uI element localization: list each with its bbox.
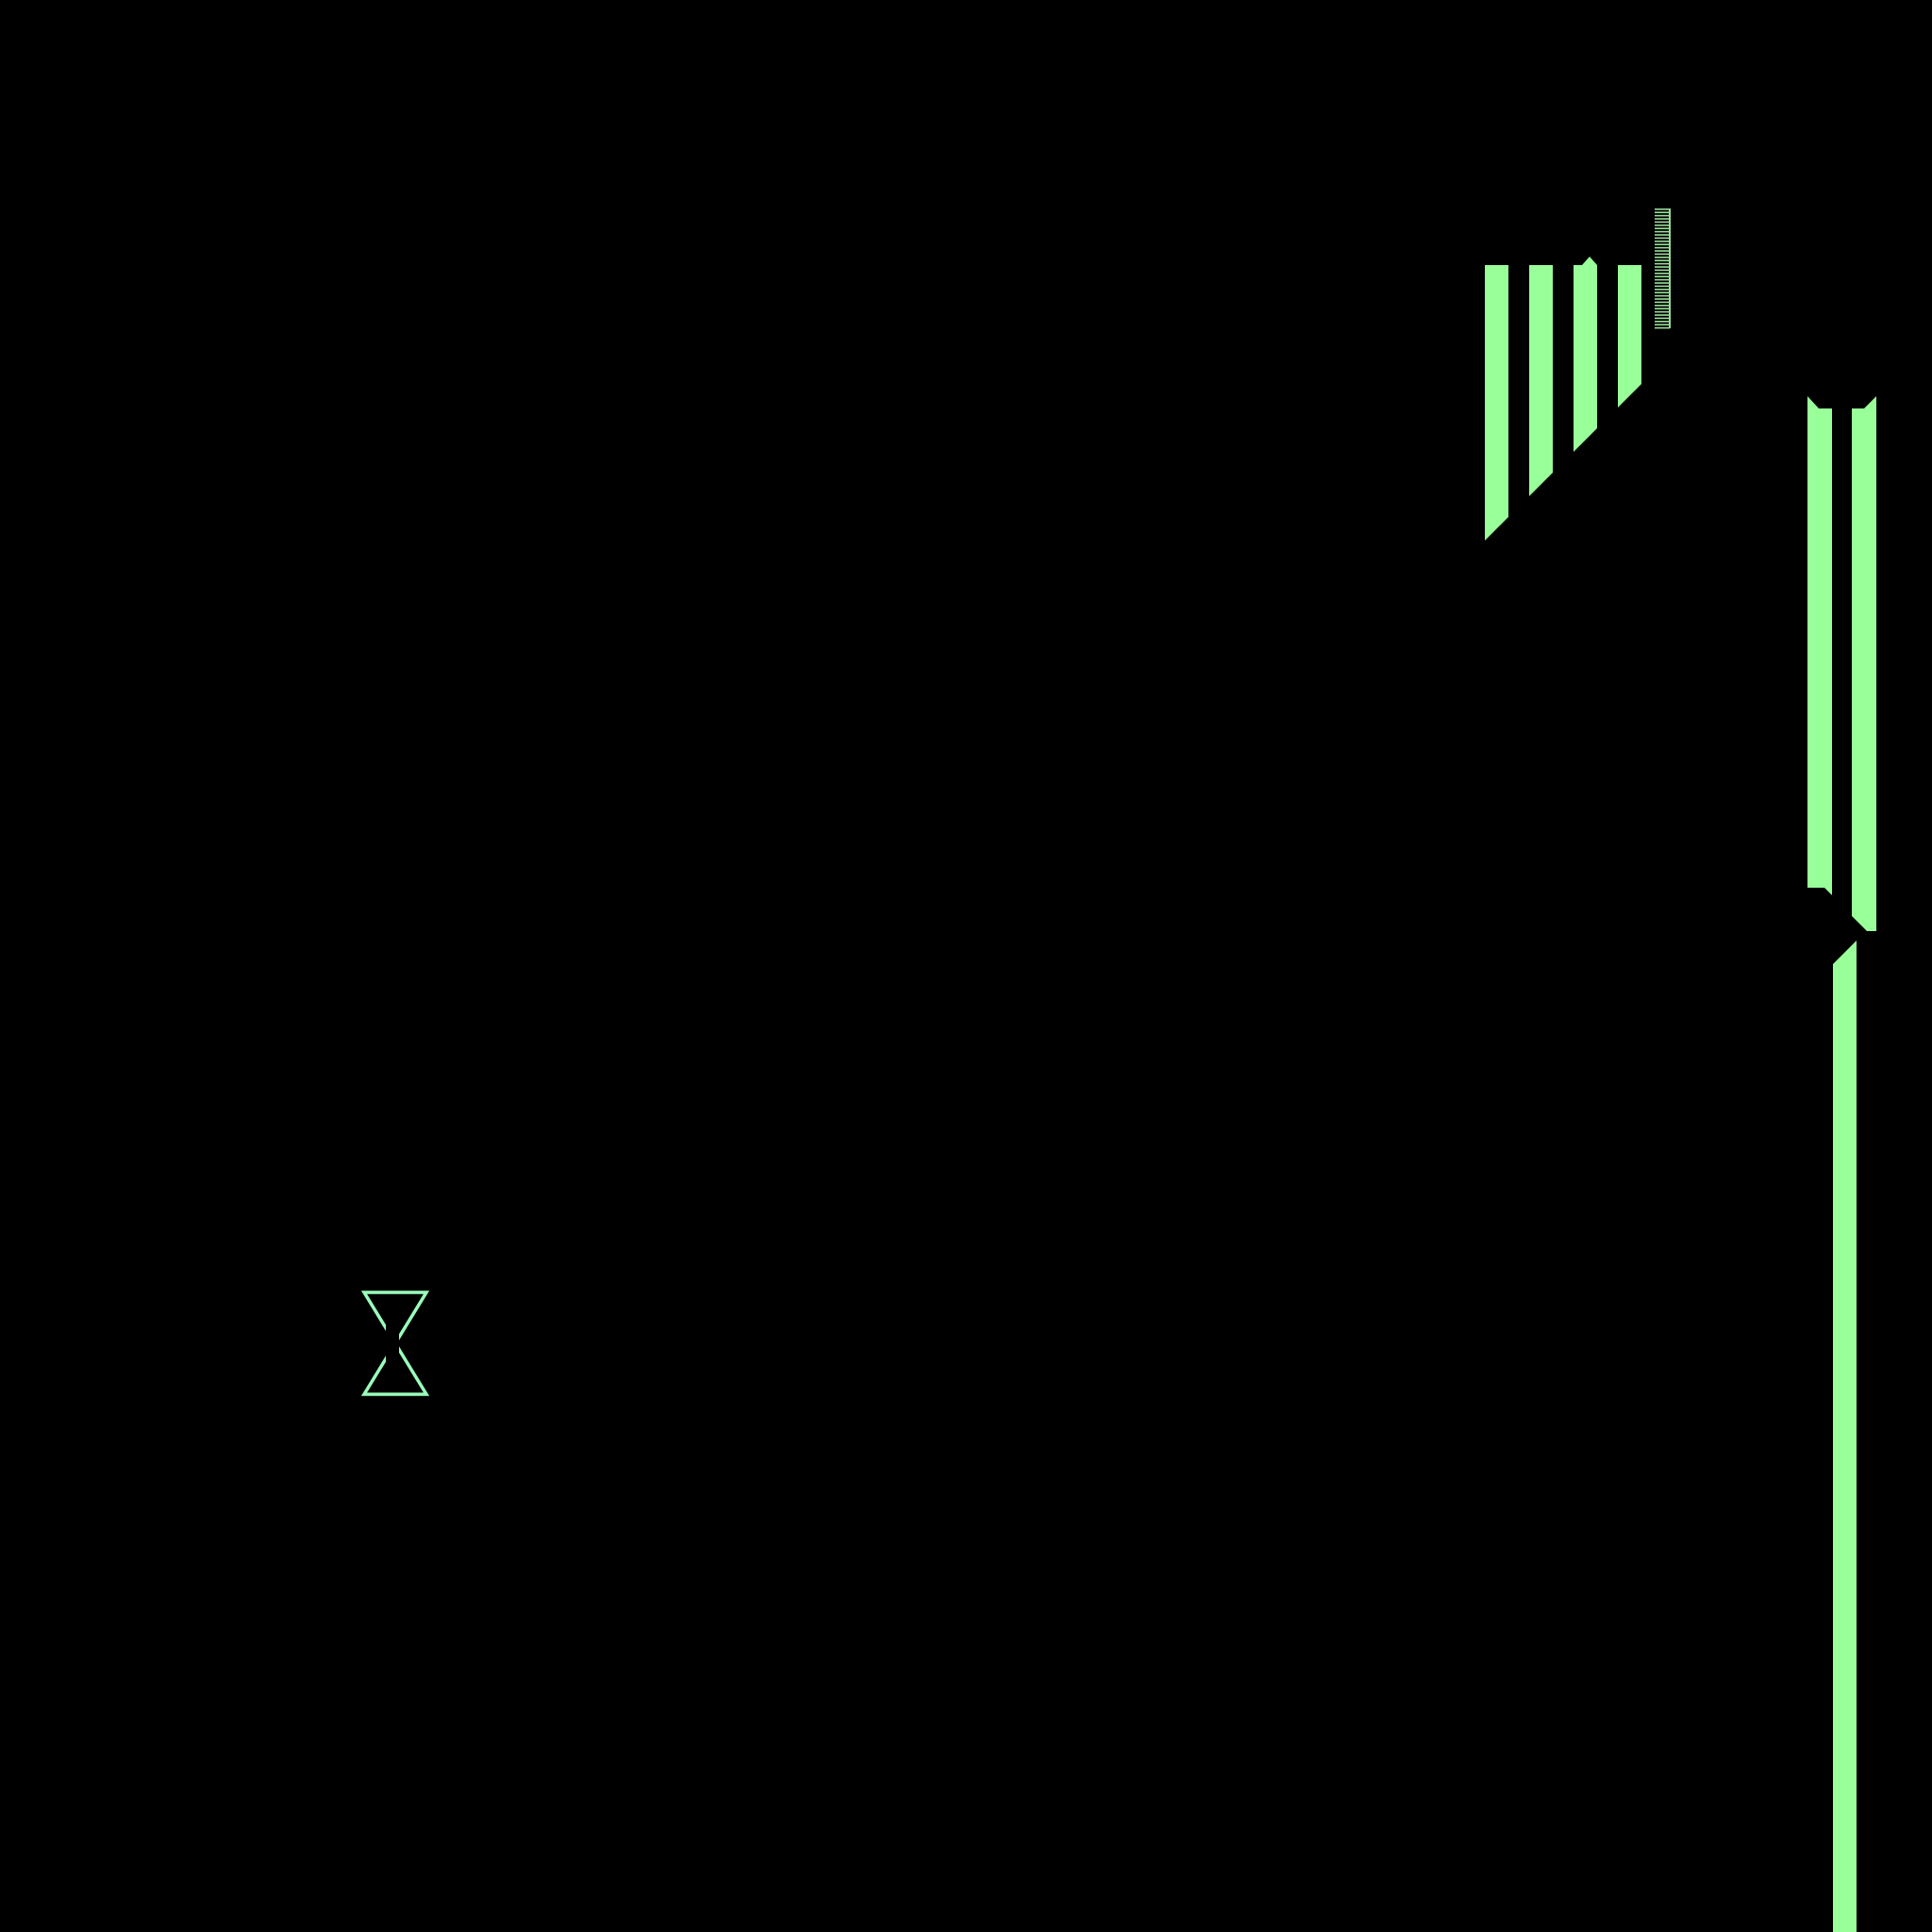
right-bar-left [1807, 396, 1832, 895]
hourglass-icon [360, 1291, 430, 1396]
tick-mark [1655, 269, 1670, 272]
tick-mark [1655, 275, 1670, 277]
tick-mark [1655, 225, 1670, 226]
tick-mark [1655, 326, 1670, 329]
tick-mark [1655, 294, 1670, 297]
tick-mark [1655, 282, 1670, 284]
tick-mark [1655, 250, 1670, 252]
right-bar-right [1852, 396, 1876, 931]
tick-mark [1655, 289, 1670, 291]
tick-mark [1655, 285, 1670, 288]
tick-mark-icon [1655, 208, 1671, 329]
tick-mark [1655, 227, 1670, 229]
tick-mark [1655, 218, 1670, 220]
tick-mark [1655, 257, 1670, 258]
tick-mark [1655, 314, 1670, 316]
tick-mark [1655, 214, 1670, 217]
tick-mark [1655, 211, 1670, 213]
tick-mark [1655, 310, 1670, 313]
slanted-bar-group [1485, 257, 1641, 541]
tick-mark [1655, 308, 1670, 309]
tick-mark [1655, 243, 1670, 245]
tick-mark [1655, 305, 1670, 307]
tick-mark [1655, 208, 1670, 210]
tick-mark [1655, 298, 1670, 300]
tick-mark [1655, 237, 1670, 240]
right-bar-group [1807, 396, 1876, 1932]
tick-mark [1655, 230, 1670, 233]
right-bar-bottom [1833, 941, 1857, 1932]
tick-mark [1655, 278, 1670, 281]
slanted-bar-4 [1618, 265, 1641, 408]
tick-mark [1655, 317, 1670, 320]
tick-mark [1655, 221, 1670, 224]
tick-mark [1655, 253, 1670, 256]
tick-ruler-spine [1669, 208, 1671, 328]
tick-mark [1655, 262, 1670, 265]
tick-mark [1655, 321, 1670, 323]
slanted-bar-1 [1485, 265, 1508, 541]
tick-mark [1655, 266, 1670, 268]
slanted-bar-3 [1574, 257, 1597, 452]
tick-mark [1655, 273, 1670, 275]
tick-mark [1655, 324, 1670, 325]
tick-mark [1655, 291, 1670, 293]
tick-mark [1655, 241, 1670, 242]
slanted-bar-2 [1529, 265, 1553, 496]
tick-mark [1655, 259, 1670, 261]
tick-mark [1655, 246, 1670, 249]
tick-mark [1655, 301, 1670, 304]
tick-mark [1655, 234, 1670, 236]
